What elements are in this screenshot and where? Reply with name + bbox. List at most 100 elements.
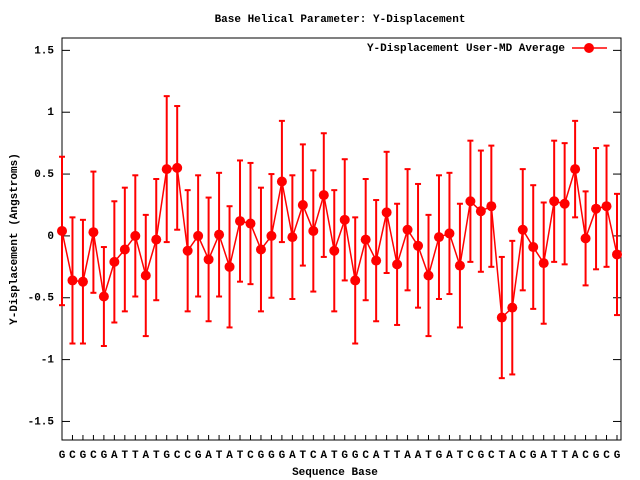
x-tick-label: G <box>436 450 443 462</box>
x-tick-label: G <box>341 450 348 462</box>
x-tick-label: T <box>425 450 432 462</box>
point <box>276 176 287 187</box>
point <box>381 207 392 218</box>
point <box>423 270 434 281</box>
point <box>245 218 256 229</box>
y-tick-label: 0.5 <box>34 169 54 181</box>
x-tick-label: C <box>174 450 181 462</box>
x-tick-label: T <box>300 450 307 462</box>
x-tick-label: C <box>90 450 97 462</box>
point <box>140 270 151 281</box>
point <box>517 224 528 235</box>
point <box>224 261 235 272</box>
point <box>570 164 581 175</box>
point <box>402 224 413 235</box>
x-tick-label: T <box>216 450 223 462</box>
x-tick-label: T <box>237 450 244 462</box>
x-tick-label: C <box>184 450 191 462</box>
point <box>339 214 350 225</box>
point <box>580 233 591 244</box>
x-tick-label: T <box>499 450 506 462</box>
point <box>559 198 570 209</box>
y-tick-label: -1 <box>41 355 55 367</box>
x-tick-label: A <box>404 450 411 462</box>
x-tick-label: A <box>320 450 327 462</box>
point <box>57 225 67 236</box>
x-tick-label: T <box>132 450 139 462</box>
point <box>413 240 424 251</box>
x-tick-label: T <box>457 450 464 462</box>
y-tick-label: 1 <box>47 107 54 119</box>
point <box>235 216 246 227</box>
x-tick-label: T <box>383 450 390 462</box>
x-tick-label: C <box>69 450 76 462</box>
point <box>266 230 277 241</box>
y-tick-label: 0 <box>47 231 54 243</box>
point <box>392 259 403 270</box>
legend-label: Y-Displacement User-MD Average <box>367 43 565 55</box>
point <box>549 196 560 207</box>
point <box>318 190 329 201</box>
x-tick-label: T <box>331 450 338 462</box>
point <box>591 203 602 214</box>
point <box>350 275 361 286</box>
x-tick-label: C <box>488 450 495 462</box>
x-tick-label: A <box>509 450 516 462</box>
point <box>287 232 298 243</box>
x-tick-label: G <box>279 450 286 462</box>
y-tick-label: 1.5 <box>34 45 54 57</box>
x-tick-label: G <box>80 450 87 462</box>
x-tick-label: G <box>593 450 600 462</box>
x-tick-label: C <box>603 450 610 462</box>
point <box>172 162 183 173</box>
x-tick-label: A <box>111 450 118 462</box>
x-tick-label: G <box>268 450 275 462</box>
point <box>486 201 497 212</box>
y-tick-label: -1.5 <box>28 416 55 428</box>
point <box>214 229 225 240</box>
point <box>151 234 162 245</box>
point <box>528 242 539 253</box>
x-tick-label: C <box>582 450 589 462</box>
point <box>255 244 266 255</box>
x-tick-label: C <box>467 450 474 462</box>
point <box>130 230 141 241</box>
x-axis-label: Sequence Base <box>292 467 378 479</box>
x-tick-label: T <box>551 450 558 462</box>
x-tick-label: T <box>122 450 129 462</box>
x-tick-label: C <box>362 450 369 462</box>
point <box>465 196 476 207</box>
point <box>444 228 455 239</box>
x-tick-label: C <box>310 450 317 462</box>
x-tick-label: T <box>394 450 401 462</box>
x-tick-label: A <box>226 450 233 462</box>
point <box>507 302 518 313</box>
x-tick-label: A <box>289 450 296 462</box>
x-tick-label: A <box>540 450 547 462</box>
x-tick-label: A <box>415 450 422 462</box>
x-tick-label: T <box>153 450 160 462</box>
x-tick-label: A <box>142 450 149 462</box>
point <box>496 312 507 323</box>
x-tick-label: C <box>247 450 254 462</box>
point <box>329 245 340 256</box>
chart-title: Base Helical Parameter: Y-Displacement <box>215 14 466 26</box>
point <box>98 291 109 302</box>
point <box>161 164 172 175</box>
x-tick-label: G <box>352 450 359 462</box>
point <box>601 201 612 212</box>
x-tick-label: A <box>446 450 453 462</box>
x-tick-label: C <box>519 450 526 462</box>
point <box>182 245 193 256</box>
point <box>88 227 99 238</box>
legend-marker <box>584 43 594 53</box>
x-tick-label: A <box>373 450 380 462</box>
point <box>297 199 308 210</box>
point <box>203 254 214 265</box>
point <box>371 255 382 266</box>
point <box>360 234 371 245</box>
point <box>193 230 204 241</box>
x-tick-label: G <box>195 450 202 462</box>
x-tick-label: G <box>163 450 170 462</box>
